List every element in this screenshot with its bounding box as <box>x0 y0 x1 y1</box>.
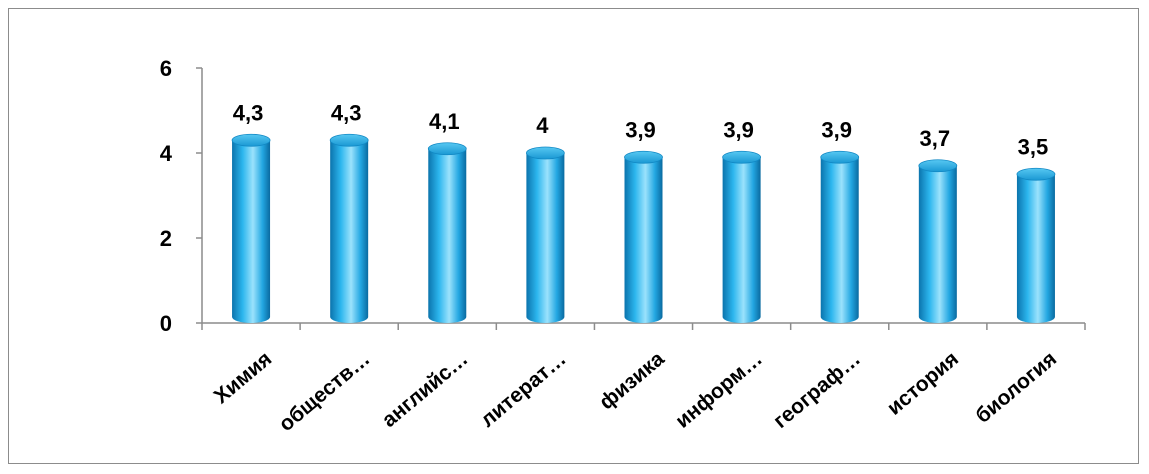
data-label: 3,9 <box>723 117 754 142</box>
bar-cap <box>722 150 762 164</box>
data-label: 3,7 <box>920 126 951 151</box>
bar <box>231 133 271 323</box>
bar-cap <box>231 133 271 147</box>
bar <box>329 133 369 323</box>
x-tick-label: биология <box>971 347 1061 428</box>
bar <box>427 142 467 323</box>
bar-cap <box>525 146 565 160</box>
x-tick-label: физика <box>595 347 669 414</box>
data-label: 4,3 <box>331 100 362 125</box>
bar-cap <box>329 133 369 147</box>
x-tick-label: литерат… <box>476 347 570 431</box>
axes: 0 2 4 6 <box>160 56 1086 336</box>
x-tick-label: географ… <box>769 347 865 433</box>
data-labels: 4,3 4,3 4,1 4 3,9 3,9 3,9 3,7 3,5 <box>233 100 1048 159</box>
bar-body <box>722 157 761 323</box>
bar <box>918 159 958 323</box>
bar <box>624 150 663 323</box>
bar <box>820 150 860 323</box>
bar-body <box>624 157 663 323</box>
data-label: 4 <box>536 113 549 138</box>
x-tick-label: Химия <box>210 347 277 408</box>
bar-cap <box>918 159 958 173</box>
bar-cap <box>427 142 467 156</box>
bar-cap <box>624 150 663 164</box>
bar-body <box>1016 174 1055 323</box>
bar <box>722 150 762 323</box>
x-tick-label: английс… <box>378 347 473 432</box>
bar-body <box>232 140 271 323</box>
data-label: 4,1 <box>429 109 460 134</box>
bar-body <box>820 157 859 323</box>
bar-cap <box>820 150 860 164</box>
data-label: 3,9 <box>821 117 852 142</box>
bar-body <box>918 165 957 323</box>
y-tick-label: 2 <box>160 226 172 251</box>
y-tick-label: 6 <box>160 56 172 81</box>
x-tick-label: информ… <box>671 347 767 433</box>
y-tick-label: 4 <box>160 141 173 166</box>
y-tick-label: 0 <box>160 311 172 336</box>
bar <box>1016 167 1056 323</box>
data-label: 4,3 <box>233 100 264 125</box>
x-tick-label: история <box>883 347 963 420</box>
bar-body <box>526 153 565 323</box>
bar-cap <box>1016 167 1056 181</box>
bar <box>525 146 565 323</box>
bar-body <box>428 148 467 323</box>
data-label: 3,9 <box>625 117 656 142</box>
bar-body <box>330 140 369 323</box>
data-label: 3,5 <box>1018 134 1049 159</box>
bars <box>231 133 1056 323</box>
x-tick-label: обществ… <box>275 347 375 436</box>
